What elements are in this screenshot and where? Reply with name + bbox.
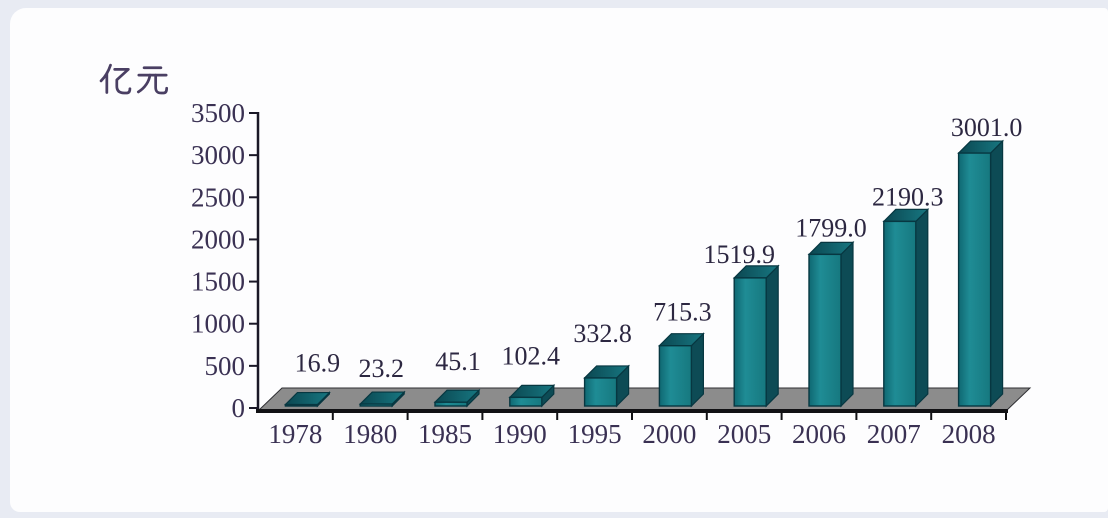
y-tick-label-3000: 3000 bbox=[191, 140, 245, 170]
bar-front-face bbox=[284, 403, 319, 407]
y-tick-label-1000: 1000 bbox=[191, 309, 245, 339]
unit-glyph-yi bbox=[113, 67, 132, 95]
bar-front-face bbox=[733, 277, 767, 407]
value-label-1985: 45.1 bbox=[435, 347, 481, 376]
x-tick-label-1995: 1995 bbox=[568, 419, 622, 449]
bar-2000 bbox=[657, 332, 705, 408]
y-axis-unit-label bbox=[99, 63, 169, 95]
bar-front-face bbox=[583, 377, 618, 407]
y-tick-label-3500: 3500 bbox=[191, 98, 245, 128]
chart-plot-area: 3500 3000 2500 2000 1500 1000 500 0 1978 1980 1985… bbox=[191, 98, 1032, 449]
value-label-1978: 16.9 bbox=[295, 349, 341, 378]
bar-2007 bbox=[882, 207, 930, 408]
bar-2006 bbox=[807, 240, 855, 408]
value-label-2000: 715.3 bbox=[653, 298, 712, 327]
x-tick-label-2008: 2008 bbox=[942, 419, 996, 449]
bar-side-face bbox=[765, 264, 779, 408]
bar-1990 bbox=[508, 383, 556, 408]
y-tick-label-0: 0 bbox=[232, 393, 246, 423]
value-label-1990: 102.4 bbox=[502, 341, 561, 370]
value-label-1995: 332.8 bbox=[573, 319, 632, 348]
bar-side-face bbox=[840, 240, 854, 408]
x-tick-label-2005: 2005 bbox=[717, 419, 771, 449]
bar-side-face bbox=[989, 139, 1004, 408]
value-label-2008: 3001.0 bbox=[951, 113, 1023, 142]
y-tick-label-1500: 1500 bbox=[191, 267, 245, 297]
bar-front-face bbox=[957, 152, 992, 407]
bar-front-face bbox=[359, 403, 393, 407]
x-tick-label-1990: 1990 bbox=[493, 419, 547, 449]
bar-1980 bbox=[358, 390, 406, 408]
bar-2008 bbox=[957, 139, 1005, 408]
y-tick-label-2000: 2000 bbox=[191, 224, 245, 254]
bar-front-face bbox=[808, 253, 842, 407]
bar-front-face bbox=[434, 401, 468, 407]
x-tick-label-2007: 2007 bbox=[867, 419, 921, 449]
x-tick-label-1980: 1980 bbox=[343, 419, 397, 449]
value-label-2007: 2190.3 bbox=[872, 182, 944, 211]
bar-1985 bbox=[433, 388, 481, 408]
bar-2005 bbox=[732, 264, 780, 408]
y-tick-label-2500: 2500 bbox=[191, 182, 245, 212]
unit-glyph-yuan bbox=[136, 73, 152, 94]
value-label-2006: 1799.0 bbox=[795, 213, 867, 242]
bar-front-face bbox=[658, 345, 693, 407]
x-tick-label-1985: 1985 bbox=[418, 419, 472, 449]
y-tick-label-500: 500 bbox=[205, 351, 246, 381]
x-tick-label-1978: 1978 bbox=[268, 419, 322, 449]
bar-side-face bbox=[915, 207, 929, 408]
bar-front-face bbox=[509, 396, 543, 407]
unit-glyph-yuan bbox=[154, 73, 169, 95]
x-tick-label-2000: 2000 bbox=[642, 419, 696, 449]
value-label-1980: 23.2 bbox=[358, 354, 404, 383]
value-label-2005: 1519.9 bbox=[703, 240, 775, 269]
bar-1995 bbox=[583, 364, 631, 408]
bar-front-face bbox=[883, 220, 917, 407]
x-tick-label-2006: 2006 bbox=[792, 419, 846, 449]
bar-1978 bbox=[283, 391, 331, 408]
